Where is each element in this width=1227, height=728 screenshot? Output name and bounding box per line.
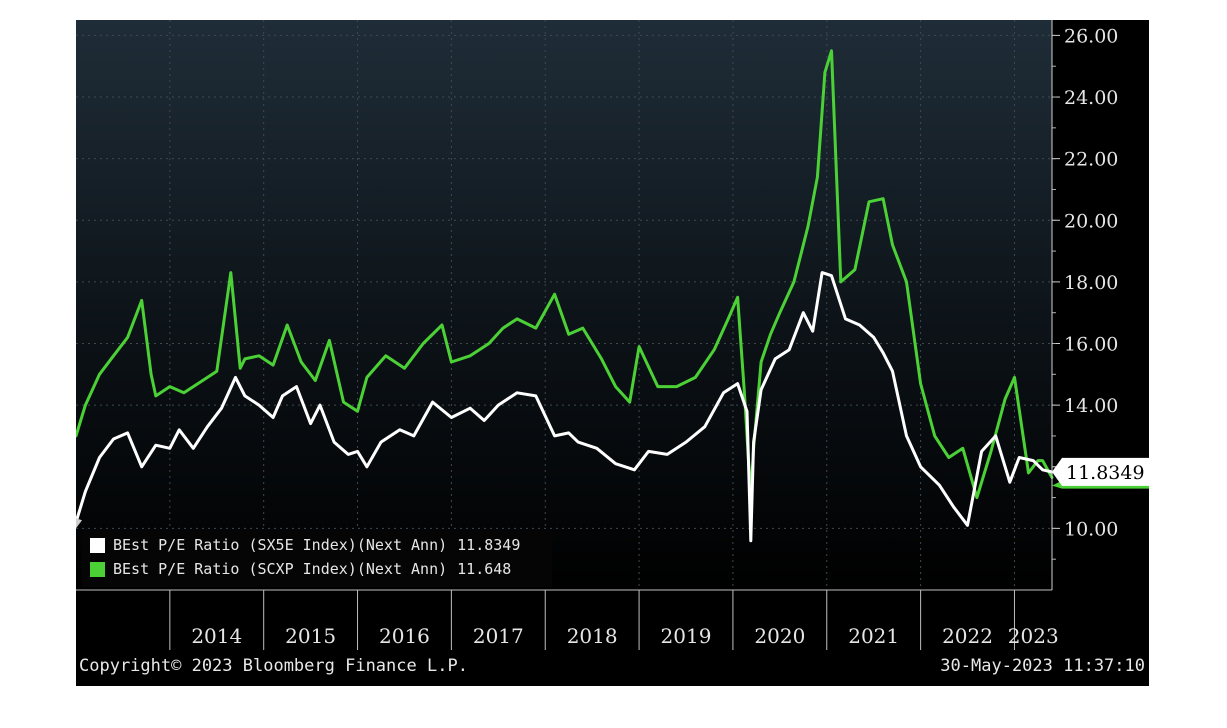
legend-row-scxp: BEst P/E Ratio (SCXP Index)(Next Ann) 11…: [90, 558, 511, 580]
x-tick-label: 2023: [1008, 624, 1059, 648]
timestamp-text: 30-May-2023 11:37:10: [940, 656, 1145, 676]
y-tick-label: 18.00: [1064, 272, 1118, 294]
legend-swatch-scxp: [90, 561, 105, 577]
x-tick-label: 2022: [942, 624, 993, 648]
legend-row-sx5e: BEst P/E Ratio (SX5E Index)(Next Ann) 11…: [90, 534, 520, 556]
x-tick-label: 2014: [191, 624, 242, 648]
y-tick-label: 20.00: [1064, 210, 1118, 232]
last-value-flag: 11.8349: [1052, 457, 1149, 489]
chart-canvas: 10.00 14.00 16.00 18.00 20.00 22.00 24.00 26.00…: [76, 20, 1149, 650]
series-layer: [76, 49, 1054, 543]
x-tick-label: 2017: [473, 624, 524, 648]
chart-frame: 10.00 14.00 16.00 18.00 20.00 22.00 24.00 26.00…: [76, 20, 1149, 686]
copyright-text: Copyright© 2023 Bloomberg Finance L.P.: [79, 656, 468, 676]
x-tick-label: 2018: [567, 624, 618, 648]
x-tick-label: 2015: [285, 624, 336, 648]
legend-value-sx5e: 11.8349: [457, 536, 521, 554]
y-tick-label: 16.00: [1064, 334, 1118, 356]
legend-swatch-sx5e: [90, 537, 105, 553]
x-tick-label: 2021: [848, 624, 899, 648]
x-tick-label: 2020: [754, 624, 805, 648]
x-tick-label: 2016: [379, 624, 430, 648]
legend-label-scxp: BEst P/E Ratio (SCXP Index)(Next Ann): [113, 560, 448, 578]
chart-legend: BEst P/E Ratio (SX5E Index)(Next Ann) 11…: [82, 529, 552, 587]
y-axis: 10.00 14.00 16.00 18.00 20.00 22.00 24.00 26.00: [1051, 20, 1118, 590]
y-tick-label: 10.00: [1064, 518, 1118, 540]
y-tick-label: 24.00: [1064, 87, 1118, 109]
flag-white-box: [1052, 457, 1149, 486]
plot-background: [76, 20, 1052, 590]
series-line-scxp: [76, 49, 1054, 500]
y-tick-label: 14.00: [1064, 395, 1118, 417]
x-axis: 2014 2015 2016 2017 2018 2019 2020 2021 2022 2023: [76, 589, 1059, 650]
grid-layer: [76, 20, 1052, 590]
series-line-sx5e: [76, 271, 1054, 543]
x-axis-band: [76, 590, 1052, 650]
x-tick-label: 2019: [661, 624, 712, 648]
flag-value-text: 11.8349: [1066, 462, 1145, 484]
legend-label-sx5e: BEst P/E Ratio (SX5E Index)(Next Ann): [113, 536, 448, 554]
start-marker: [76, 518, 82, 529]
legend-value-scxp: 11.648: [457, 560, 512, 578]
y-tick-label: 22.00: [1064, 149, 1118, 171]
y-tick-label: 26.00: [1064, 25, 1118, 47]
